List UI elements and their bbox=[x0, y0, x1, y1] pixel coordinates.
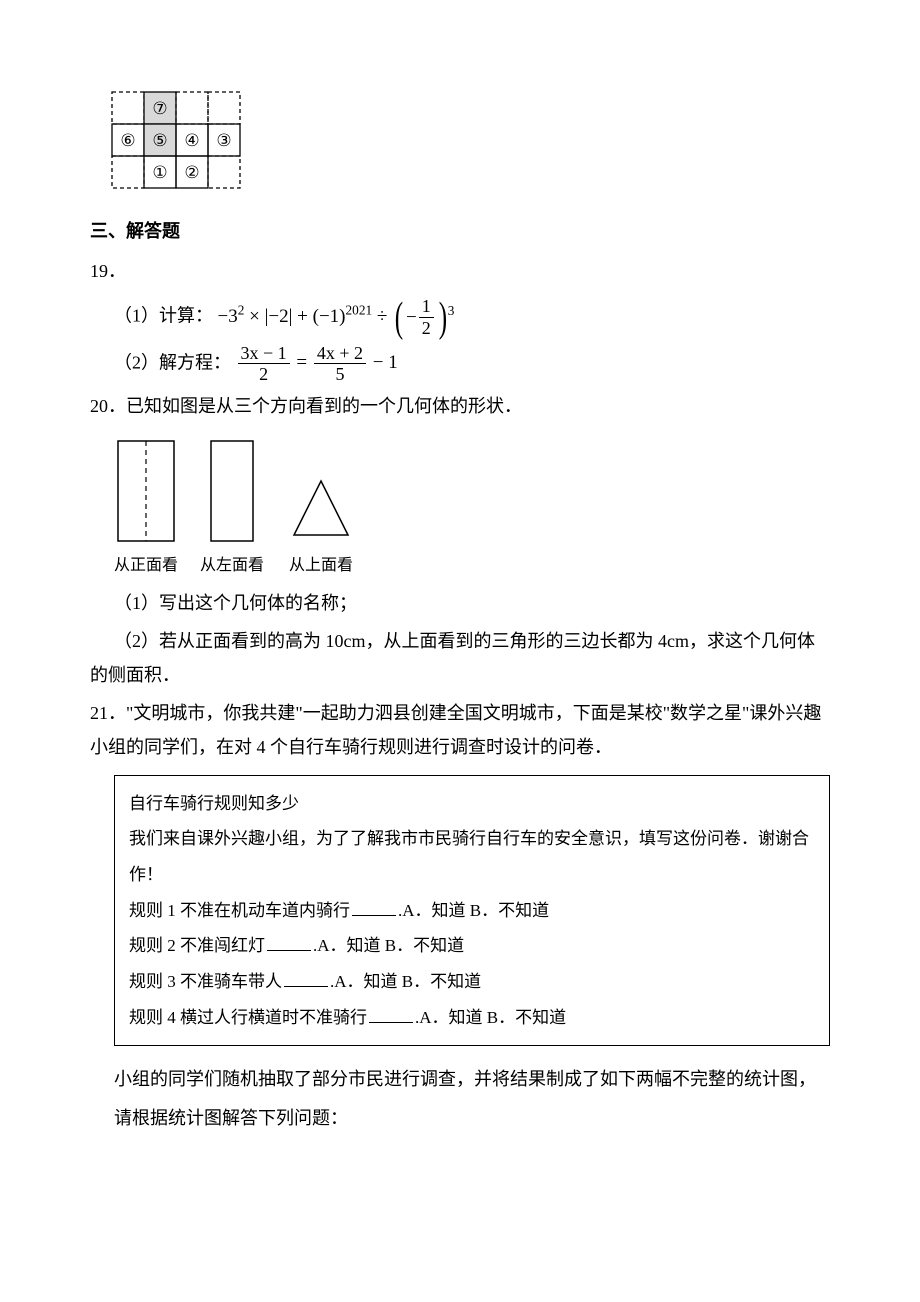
q20-number: 20． bbox=[90, 396, 126, 416]
survey-rules: 规则 1 不准在机动车道内骑行.A．知道 B．不知道规则 2 不准闯红灯.A．知… bbox=[129, 893, 815, 1036]
front-view-svg bbox=[114, 437, 178, 545]
option-a: A．知道 bbox=[317, 936, 385, 955]
fill-blank bbox=[352, 898, 396, 916]
t: × bbox=[249, 306, 260, 327]
grid-svg: ⑦⑥⑤④③ ①② bbox=[110, 90, 242, 190]
tail: − 1 bbox=[373, 352, 398, 373]
option-b: B．不知道 bbox=[487, 1008, 566, 1027]
t: |−2| bbox=[265, 306, 293, 327]
frac: 3x − 1 2 bbox=[238, 343, 290, 385]
question-21: 21．"文明城市，你我共建"一起助力泗县创建全国文明城市，下面是某校"数学之星"… bbox=[90, 696, 830, 764]
svg-text:③: ③ bbox=[216, 131, 231, 150]
num: 1 bbox=[419, 296, 434, 318]
rparen: ) bbox=[439, 297, 447, 339]
num: 4x + 2 bbox=[314, 343, 366, 365]
top-view-svg bbox=[286, 475, 356, 545]
question-19: 19． bbox=[90, 254, 830, 288]
option-b: B．不知道 bbox=[470, 901, 549, 920]
rule-text: 规则 1 不准在机动车道内骑行 bbox=[129, 901, 350, 920]
q19-part2: （2）解方程： 3x − 1 2 = 4x + 2 5 − 1 bbox=[90, 343, 830, 385]
t: ÷ bbox=[377, 306, 387, 327]
t: 2 bbox=[238, 303, 245, 318]
q19-number: 19． bbox=[90, 261, 126, 281]
t: 3 bbox=[448, 303, 455, 318]
survey-rule: 规则 1 不准在机动车道内骑行.A．知道 B．不知道 bbox=[129, 893, 815, 929]
sign: − bbox=[406, 300, 417, 336]
cube-net-grid: ⑦⑥⑤④③ ①② bbox=[110, 90, 250, 190]
survey-title: 自行车骑行规则知多少 bbox=[129, 786, 815, 822]
den: 5 bbox=[314, 364, 366, 385]
t: 2021 bbox=[346, 303, 373, 318]
front-view-label: 从正面看 bbox=[114, 551, 178, 581]
survey-rule: 规则 3 不准骑车带人.A．知道 B．不知道 bbox=[129, 964, 815, 1000]
question-20: 20．已知如图是从三个方向看到的一个几何体的形状． bbox=[90, 389, 830, 423]
left-view-label: 从左面看 bbox=[200, 551, 264, 581]
front-view: 从正面看 bbox=[114, 437, 178, 581]
q19-expr1: −32 × |−2| + (−1)2021 ÷ ( − 1 2 ) 3 bbox=[218, 306, 455, 327]
q19-part1: （1）计算： −32 × |−2| + (−1)2021 ÷ ( − 1 2 )… bbox=[90, 296, 830, 338]
svg-text:①: ① bbox=[152, 163, 167, 182]
top-view-label: 从上面看 bbox=[286, 551, 356, 581]
svg-text:⑦: ⑦ bbox=[152, 99, 167, 118]
q19-part2-label: （2）解方程： bbox=[114, 352, 231, 372]
den: 2 bbox=[238, 364, 290, 385]
t: −3 bbox=[218, 306, 238, 327]
q20-stem: 已知如图是从三个方向看到的一个几何体的形状． bbox=[126, 396, 522, 416]
left-view: 从左面看 bbox=[200, 437, 264, 581]
q20-part1: （1）写出这个几何体的名称； bbox=[90, 586, 830, 620]
q19-expr2: 3x − 1 2 = 4x + 2 5 − 1 bbox=[236, 352, 398, 373]
rule-text: 规则 4 横过人行横道时不准骑行 bbox=[129, 1008, 367, 1027]
top-view: 从上面看 bbox=[286, 475, 356, 581]
left-view-svg bbox=[207, 437, 257, 545]
q21-number: 21． bbox=[90, 703, 126, 723]
den: 2 bbox=[419, 318, 434, 339]
option-b: B．不知道 bbox=[385, 936, 464, 955]
q19-part1-label: （1）计算： bbox=[114, 306, 213, 326]
eq: = bbox=[296, 352, 307, 373]
t: + bbox=[297, 306, 308, 327]
three-views-row: 从正面看 从左面看 从上面看 bbox=[114, 437, 830, 581]
q21-stem: "文明城市，你我共建"一起助力泗县创建全国文明城市，下面是某校"数学之星"课外兴… bbox=[90, 703, 821, 757]
svg-text:②: ② bbox=[184, 163, 199, 182]
num: 3x − 1 bbox=[238, 343, 290, 365]
svg-text:⑤: ⑤ bbox=[152, 131, 167, 150]
frac: 1 2 bbox=[419, 296, 434, 338]
survey-rule: 规则 2 不准闯红灯.A．知道 B．不知道 bbox=[129, 928, 815, 964]
option-a: A．知道 bbox=[419, 1008, 487, 1027]
t: (−1) bbox=[313, 306, 346, 327]
survey-intro: 我们来自课外兴趣小组，为了了解我市市民骑行自行车的安全意识，填写这份问卷．谢谢合… bbox=[129, 821, 815, 892]
svg-text:④: ④ bbox=[184, 131, 199, 150]
frac: 4x + 2 5 bbox=[314, 343, 366, 385]
option-b: B．不知道 bbox=[402, 972, 481, 991]
lparen: ( bbox=[395, 297, 403, 339]
q20-part2: （2）若从正面看到的高为 10cm，从上面看到的三角形的三边长都为 4cm，求这… bbox=[90, 624, 830, 692]
section-header: 三、解答题 bbox=[90, 214, 830, 248]
q21-tail2: 请根据统计图解答下列问题： bbox=[90, 1101, 830, 1135]
paren-frac: ( − 1 2 ) bbox=[392, 296, 450, 338]
rule-text: 规则 2 不准闯红灯 bbox=[129, 936, 265, 955]
survey-rule: 规则 4 横过人行横道时不准骑行.A．知道 B．不知道 bbox=[129, 1000, 815, 1036]
q21-tail1: 小组的同学们随机抽取了部分市民进行调查，并将结果制成了如下两幅不完整的统计图， bbox=[90, 1062, 830, 1096]
fill-blank bbox=[369, 1005, 413, 1023]
fill-blank bbox=[284, 969, 328, 987]
svg-text:⑥: ⑥ bbox=[120, 131, 135, 150]
option-a: A．知道 bbox=[334, 972, 402, 991]
option-a: A．知道 bbox=[402, 901, 470, 920]
fill-blank bbox=[267, 933, 311, 951]
survey-box: 自行车骑行规则知多少 我们来自课外兴趣小组，为了了解我市市民骑行自行车的安全意识… bbox=[114, 775, 830, 1047]
rule-text: 规则 3 不准骑车带人 bbox=[129, 972, 282, 991]
